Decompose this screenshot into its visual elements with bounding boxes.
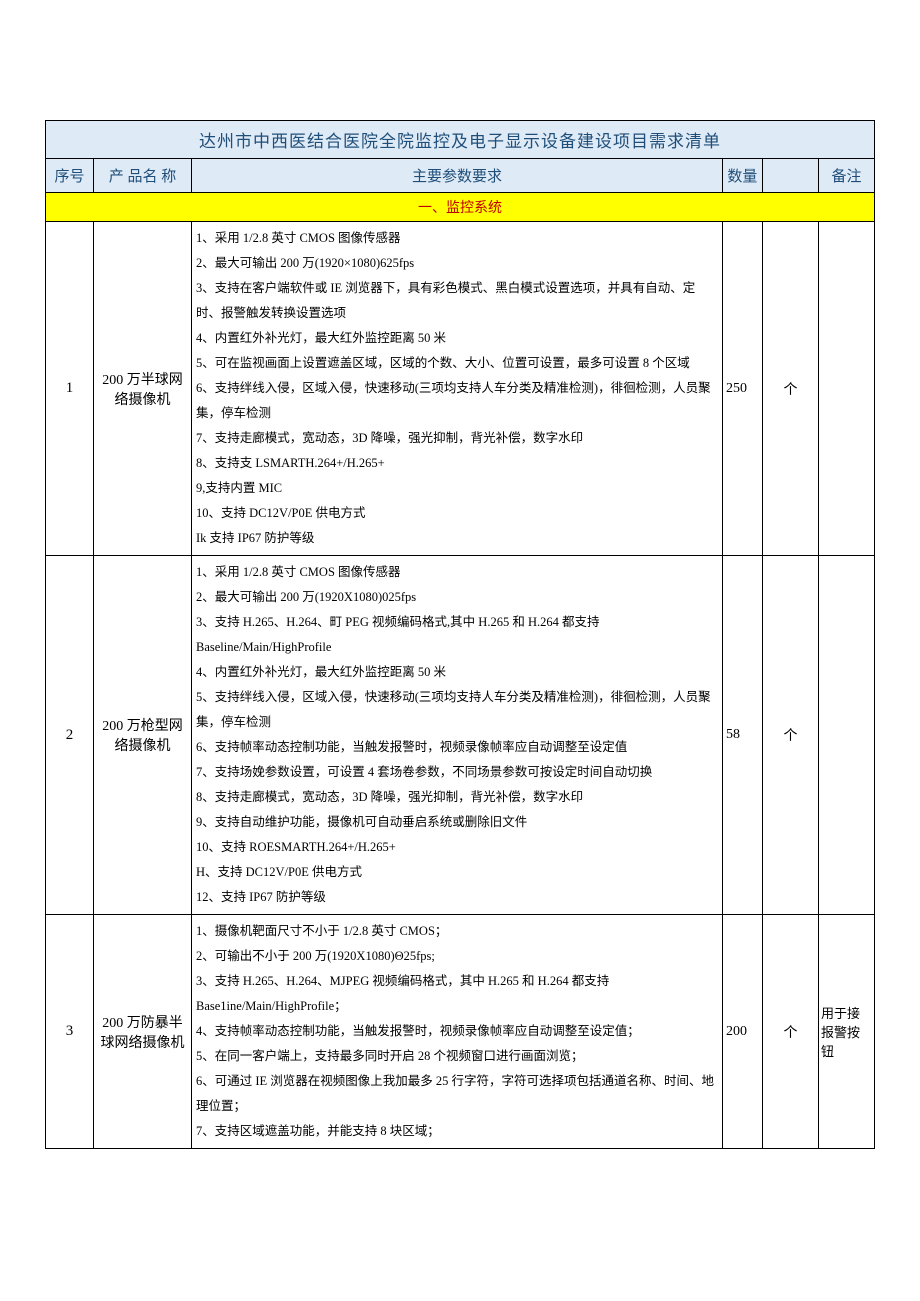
cell-spec: 1、采用 1/2.8 英寸 CMOS 图像传感器2、最大可输出 200 万(19… bbox=[192, 556, 723, 915]
spec-line: 3、支持 H.265、H.264、町 PEG 视频编码格式,其中 H.265 和… bbox=[196, 610, 718, 660]
spec-line: 1、采用 1/2.8 英寸 CMOS 图像传感器 bbox=[196, 226, 718, 251]
spec-line: Ik 支持 IP67 防护等级 bbox=[196, 526, 718, 551]
cell-qty: 58 bbox=[722, 556, 762, 915]
cell-qty: 200 bbox=[722, 915, 762, 1149]
spec-line: 5、在同一客户端上，支持最多同时开启 28 个视频窗口进行画面浏览； bbox=[196, 1044, 718, 1069]
cell-spec: 1、采用 1/2.8 英寸 CMOS 图像传感器2、最大可输出 200 万(19… bbox=[192, 222, 723, 556]
cell-note bbox=[818, 556, 874, 915]
spec-line: 8、支持支 LSMARTH.264+/H.265+ bbox=[196, 451, 718, 476]
spec-line: 7、支持走廊模式，宽动态，3D 降噪，强光抑制，背光补偿，数字水印 bbox=[196, 426, 718, 451]
spec-line: 8、支持走廊模式，宽动态，3D 降噪，强光抑制，背光补偿，数字水印 bbox=[196, 785, 718, 810]
spec-line: 1、摄像机靶面尺寸不小于 1/2.8 英寸 CMOS； bbox=[196, 919, 718, 944]
cell-seq: 3 bbox=[46, 915, 94, 1149]
spec-line: 4、内置红外补光灯，最大红外监控距离 50 米 bbox=[196, 326, 718, 351]
cell-note: 用于接报警按钮 bbox=[818, 915, 874, 1149]
cell-qty: 250 bbox=[722, 222, 762, 556]
section-title: 一、监控系统 bbox=[46, 193, 875, 222]
header-note: 备注 bbox=[818, 159, 874, 193]
header-seq: 序号 bbox=[46, 159, 94, 193]
spec-line: 5、支持绊线入侵，区域入侵，快速移动(三项均支持人车分类及精准检测)，徘徊检测，… bbox=[196, 685, 718, 735]
cell-seq: 1 bbox=[46, 222, 94, 556]
header-unit bbox=[762, 159, 818, 193]
spec-line: 3、支持 H.265、H.264、MJPEG 视频编码格式，其中 H.265 和… bbox=[196, 969, 718, 1019]
spec-line: 1、采用 1/2.8 英寸 CMOS 图像传感器 bbox=[196, 560, 718, 585]
spec-line: 6、支持帧率动态控制功能，当触发报警时，视频录像帧率应自动调整至设定值 bbox=[196, 735, 718, 760]
cell-name: 200 万半球网络摄像机 bbox=[94, 222, 192, 556]
cell-unit: 个 bbox=[762, 915, 818, 1149]
requirements-table: 达州市中西医结合医院全院监控及电子显示设备建设项目需求清单 序号 产 品名 称 … bbox=[45, 120, 875, 1149]
spec-line: H、支持 DC12V/P0E 供电方式 bbox=[196, 860, 718, 885]
spec-line: 2、最大可输出 200 万(1920X1080)025fps bbox=[196, 585, 718, 610]
spec-line: 4、内置红外补光灯，最大红外监控距离 50 米 bbox=[196, 660, 718, 685]
header-qty: 数量 bbox=[722, 159, 762, 193]
spec-line: 6、支持绊线入侵，区域入侵，快速移动(三项均支持人车分类及精准检测)，徘徊检测，… bbox=[196, 376, 718, 426]
cell-name: 200 万枪型网络摄像机 bbox=[94, 556, 192, 915]
spec-line: 10、支持 DC12V/P0E 供电方式 bbox=[196, 501, 718, 526]
cell-spec: 1、摄像机靶面尺寸不小于 1/2.8 英寸 CMOS；2、可输出不小于 200 … bbox=[192, 915, 723, 1149]
spec-line: 10、支持 ROESMARTH.264+/H.265+ bbox=[196, 835, 718, 860]
table-row: 3200 万防暴半球网络摄像机1、摄像机靶面尺寸不小于 1/2.8 英寸 CMO… bbox=[46, 915, 875, 1149]
cell-seq: 2 bbox=[46, 556, 94, 915]
table-row: 1200 万半球网络摄像机1、采用 1/2.8 英寸 CMOS 图像传感器2、最… bbox=[46, 222, 875, 556]
table-title: 达州市中西医结合医院全院监控及电子显示设备建设项目需求清单 bbox=[46, 121, 875, 159]
spec-line: 9、支持自动维护功能，摄像机可自动垂启系统或删除旧文件 bbox=[196, 810, 718, 835]
spec-line: 12、支持 IP67 防护等级 bbox=[196, 885, 718, 910]
spec-line: 9,支持内置 MIC bbox=[196, 476, 718, 501]
spec-line: 7、支持场娩参数设置，可设置 4 套场卷参数，不同场景参数可按设定时间自动切换 bbox=[196, 760, 718, 785]
spec-line: 6、可通过 IE 浏览器在视频图像上我加最多 25 行字符，字符可选择项包括通道… bbox=[196, 1069, 718, 1119]
cell-note bbox=[818, 222, 874, 556]
table-row: 2200 万枪型网络摄像机1、采用 1/2.8 英寸 CMOS 图像传感器2、最… bbox=[46, 556, 875, 915]
spec-line: 4、支持帧率动态控制功能，当触发报警时，视频录像帧率应自动调整至设定值； bbox=[196, 1019, 718, 1044]
cell-unit: 个 bbox=[762, 556, 818, 915]
header-spec: 主要参数要求 bbox=[192, 159, 723, 193]
header-name: 产 品名 称 bbox=[94, 159, 192, 193]
cell-unit: 个 bbox=[762, 222, 818, 556]
section-row: 一、监控系统 bbox=[46, 193, 875, 222]
spec-line: 2、最大可输出 200 万(1920×1080)625fps bbox=[196, 251, 718, 276]
spec-line: 7、支持区域遮盖功能，并能支持 8 块区域； bbox=[196, 1119, 718, 1144]
spec-line: 5、可在监视画面上设置遮盖区域，区域的个数、大小、位置可设置，最多可设置 8 个… bbox=[196, 351, 718, 376]
spec-line: 2、可输出不小于 200 万(1920X1080)Θ25fps; bbox=[196, 944, 718, 969]
table-header-row: 序号 产 品名 称 主要参数要求 数量 备注 bbox=[46, 159, 875, 193]
table-title-row: 达州市中西医结合医院全院监控及电子显示设备建设项目需求清单 bbox=[46, 121, 875, 159]
spec-line: 3、支持在客户端软件或 IE 浏览器下，具有彩色模式、黑白模式设置选项，并具有自… bbox=[196, 276, 718, 326]
cell-name: 200 万防暴半球网络摄像机 bbox=[94, 915, 192, 1149]
